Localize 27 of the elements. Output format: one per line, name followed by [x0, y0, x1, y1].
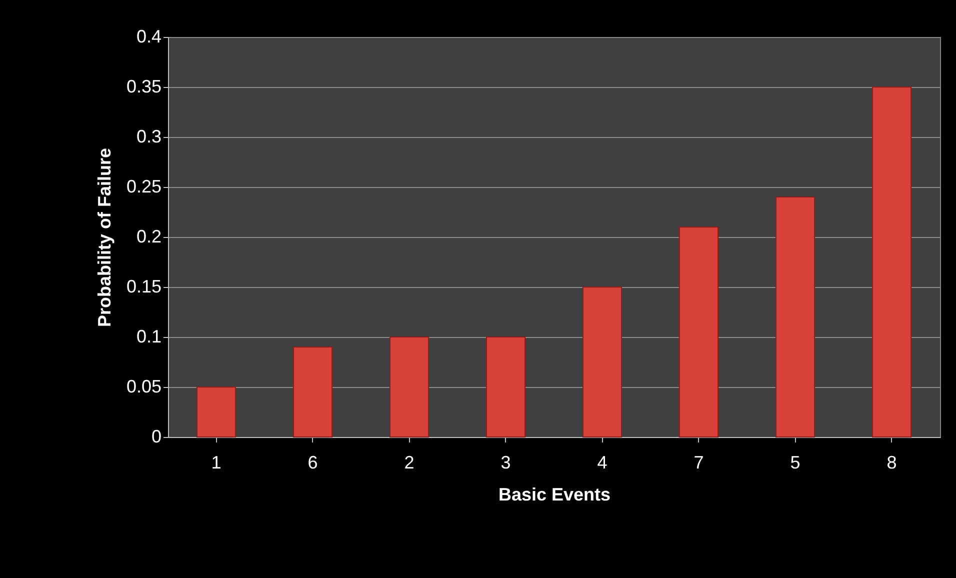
- bar: [872, 86, 912, 438]
- x-tick-label: 2: [404, 452, 414, 472]
- x-tick-label: 4: [597, 452, 608, 472]
- x-tick-label: 8: [886, 452, 897, 472]
- x-tick-label: 3: [500, 452, 511, 472]
- y-tick-label: 0.1: [136, 326, 162, 346]
- y-tick-label: 0.05: [126, 376, 162, 396]
- bar: [389, 336, 430, 438]
- x-axis-title: Basic Events: [498, 484, 611, 504]
- y-axis-title: Probability of Failure: [94, 148, 114, 328]
- bar: [486, 336, 526, 438]
- y-tick-label: 0.2: [136, 226, 162, 246]
- y-tick-label: 0.3: [136, 126, 162, 146]
- x-tick-label: 7: [694, 452, 704, 472]
- y-tick-label: 0.4: [136, 26, 162, 46]
- y-tick-label: 0.25: [126, 176, 162, 196]
- x-tick-label: 5: [790, 452, 800, 472]
- bar: [582, 286, 622, 438]
- bar: [292, 346, 333, 438]
- y-tick-label: 0.15: [126, 276, 162, 296]
- y-tick-label: 0: [151, 426, 162, 446]
- x-tick-label: 1: [211, 452, 222, 472]
- bar: [678, 226, 719, 438]
- bar: [775, 196, 816, 438]
- bar: [196, 386, 236, 438]
- x-tick-label: 6: [308, 452, 318, 472]
- y-tick-label: 0.35: [126, 76, 162, 96]
